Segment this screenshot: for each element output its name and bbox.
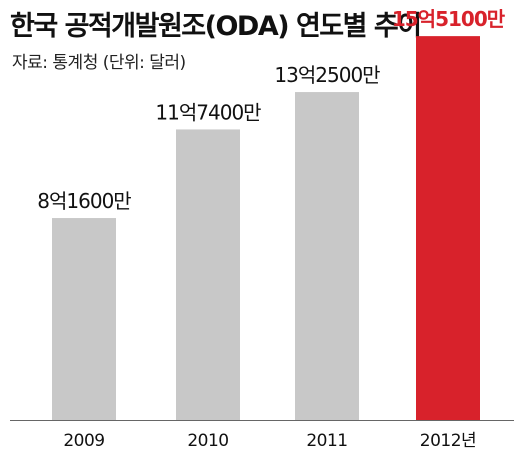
bar-2010 [176,129,240,420]
bar-2012년 [416,36,480,420]
x-tick-labels-group: 2009 2010 2011 2012년 [63,431,476,451]
value-label-2012년: 15억5100만 [392,7,506,31]
bar-2011 [295,92,359,420]
value-label-2010: 11억7400만 [155,100,261,124]
bar-2009 [52,218,116,420]
value-label-2009: 8억1600만 [37,189,131,213]
chart-title: 한국 공적개발원조(ODA) 연도별 추이 [10,11,422,42]
x-tick-label-2010: 2010 [187,431,228,451]
value-labels-group: 8억1600만 11억7400만 13억2500만 15억5100만 [37,7,506,213]
chart-source: 자료: 통계청 (단위: 달러) [12,53,186,73]
bars-group [52,36,480,420]
x-tick-label-2012년: 2012년 [420,431,476,451]
value-label-2011: 13억2500만 [274,63,380,87]
x-tick-label-2011: 2011 [306,431,347,451]
x-tick-label-2009: 2009 [63,431,104,451]
